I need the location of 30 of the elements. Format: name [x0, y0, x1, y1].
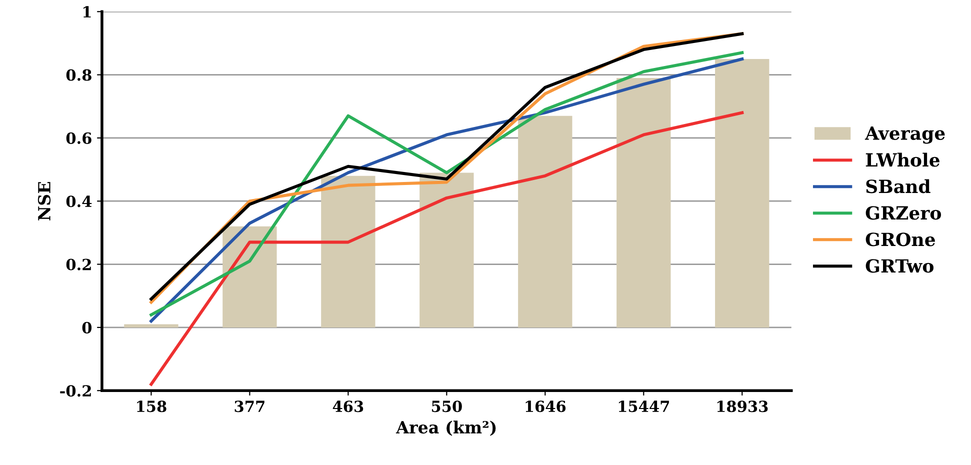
bar — [518, 116, 572, 328]
bar — [715, 58, 770, 328]
y-tick-label: -0.2 — [60, 385, 91, 397]
y-tick-label: 0.4 — [66, 196, 92, 208]
legend-label: GRZero — [866, 206, 941, 220]
bar — [222, 226, 277, 328]
legend-label: GRTwo — [866, 259, 934, 273]
bar — [321, 176, 376, 328]
y-tick-label: 1 — [83, 6, 91, 18]
bar — [420, 172, 474, 328]
line-series — [150, 111, 744, 386]
y-tick-label: 0.2 — [66, 258, 91, 270]
x-tick-label: 15447 — [618, 400, 669, 412]
x-tick-label: 18933 — [717, 400, 768, 412]
x-axis-title: Area (km²) — [396, 420, 496, 436]
x-tick-label: 463 — [332, 400, 364, 412]
x-tick-label: 377 — [234, 400, 264, 412]
y-tick-label: 0.8 — [66, 69, 92, 81]
bar — [124, 324, 178, 328]
x-tick-label: 1646 — [526, 400, 566, 412]
legend-label: SBand — [866, 179, 930, 194]
bar — [616, 78, 671, 328]
x-tick-label: 158 — [137, 400, 166, 412]
legend-label: GROne — [866, 232, 936, 246]
legend-label: Average — [864, 126, 945, 144]
y-tick-label: 0 — [82, 322, 92, 334]
y-tick-label: 0.6 — [66, 132, 92, 144]
x-tick-label: 550 — [432, 400, 462, 412]
legend-label: LWhole — [866, 152, 940, 167]
y-axis-title: NSE — [38, 182, 51, 220]
